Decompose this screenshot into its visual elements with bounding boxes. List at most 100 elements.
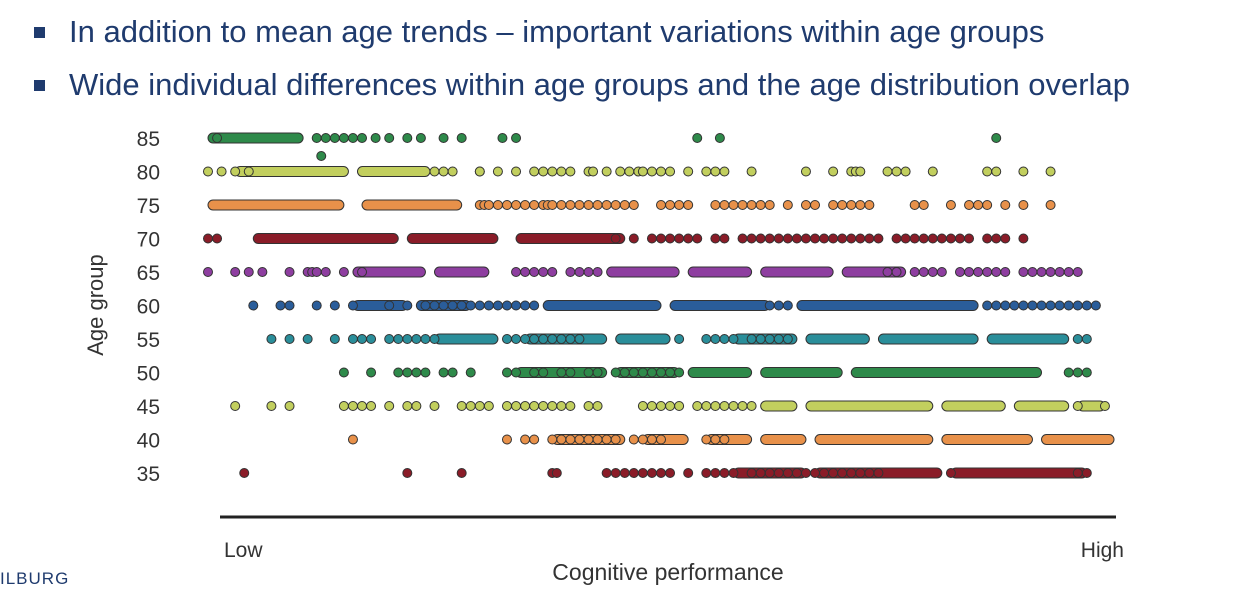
data-point-40	[610, 434, 621, 445]
data-point-75	[520, 200, 531, 210]
bullet-2: Wide individual differences within age g…	[34, 67, 1130, 103]
data-point-85	[415, 133, 426, 143]
data-point-45	[737, 401, 748, 411]
data-point-45	[565, 401, 576, 411]
data-point-50	[610, 367, 621, 378]
data-point-80	[855, 166, 866, 177]
data-point-80	[624, 166, 635, 177]
dense-run-65	[434, 266, 490, 278]
data-point-35	[800, 468, 811, 478]
data-point-55	[366, 334, 377, 344]
data-point-75	[610, 200, 621, 210]
data-point-45	[728, 401, 739, 411]
data-point-60	[1036, 300, 1047, 311]
data-point-35	[637, 468, 648, 478]
data-point-80	[615, 166, 626, 177]
data-point-55	[764, 334, 775, 344]
data-point-45	[456, 401, 467, 411]
data-point-60	[420, 300, 431, 311]
data-point-80	[800, 166, 811, 177]
data-point-65	[547, 267, 558, 277]
data-point-55	[574, 334, 585, 344]
data-point-70	[719, 233, 730, 244]
data-point-55	[347, 334, 358, 344]
data-point-75	[855, 200, 866, 210]
data-point-80	[203, 166, 213, 177]
data-point-35	[683, 468, 694, 478]
data-point-85	[357, 133, 368, 143]
data-point-55	[674, 334, 685, 344]
data-point-55	[782, 334, 793, 344]
data-point-70	[954, 233, 965, 244]
data-point-65	[243, 267, 254, 277]
data-point-70	[810, 233, 821, 244]
data-point-35	[945, 468, 956, 478]
data-point-55	[393, 334, 404, 344]
data-point-55	[556, 334, 567, 344]
data-point-80	[588, 166, 599, 177]
data-point-80	[492, 166, 503, 177]
data-point-70	[873, 233, 884, 244]
data-point-65	[927, 267, 938, 277]
data-point-75	[592, 200, 603, 210]
x-tick-low: Low	[224, 539, 263, 562]
data-point-40	[646, 434, 657, 445]
data-point-80	[719, 166, 730, 177]
data-point-40	[601, 434, 612, 445]
data-point-45	[583, 401, 594, 411]
data-point-35	[710, 468, 721, 478]
data-point-35	[1081, 468, 1092, 478]
data-point-35	[846, 468, 857, 478]
data-point-45	[284, 401, 295, 411]
dense-run-75	[361, 199, 463, 211]
data-point-80	[243, 166, 254, 177]
data-point-70	[203, 233, 213, 244]
data-point-60	[1045, 300, 1056, 311]
data-point-45	[538, 401, 549, 411]
dense-run-50	[850, 367, 1043, 378]
data-point-50	[465, 367, 476, 378]
data-point-45	[230, 401, 241, 411]
data-point-65	[1072, 267, 1083, 277]
dense-run-45	[760, 400, 798, 412]
data-point-35	[1072, 468, 1083, 478]
series-age-50	[338, 367, 1092, 378]
series-age-60	[248, 300, 1101, 311]
data-point-60	[402, 300, 413, 311]
data-point-55	[501, 334, 512, 344]
data-point-70	[819, 233, 830, 244]
data-point-35	[773, 468, 784, 478]
data-point-60	[248, 300, 259, 311]
data-point-70	[846, 233, 857, 244]
data-point-65	[973, 267, 984, 277]
data-point-75	[583, 200, 594, 210]
data-point-65	[1018, 267, 1029, 277]
data-point-75	[764, 200, 775, 210]
data-point-45	[483, 401, 494, 411]
data-point-65	[1063, 267, 1074, 277]
data-point-55	[411, 334, 422, 344]
data-point-70	[212, 233, 223, 244]
data-point-70	[964, 233, 975, 244]
data-point-85	[402, 133, 413, 143]
data-point-45	[338, 401, 349, 411]
data-point-40	[501, 434, 512, 445]
data-point-70	[764, 233, 775, 244]
data-point-70	[746, 233, 757, 244]
dense-run-45	[941, 400, 1006, 412]
data-point-80	[529, 166, 540, 177]
data-point-60	[1027, 300, 1038, 311]
data-point-35	[656, 468, 666, 478]
dense-run-60	[542, 300, 662, 311]
data-point-70	[656, 233, 666, 244]
data-point-75	[837, 200, 848, 210]
data-point-45	[402, 401, 413, 411]
data-point-50	[628, 367, 639, 378]
data-point-75	[601, 200, 612, 210]
data-point-40	[656, 434, 666, 445]
data-point-35	[746, 468, 757, 478]
data-point-60	[284, 300, 295, 311]
data-point-35	[646, 468, 657, 478]
dense-run-55	[615, 333, 671, 345]
